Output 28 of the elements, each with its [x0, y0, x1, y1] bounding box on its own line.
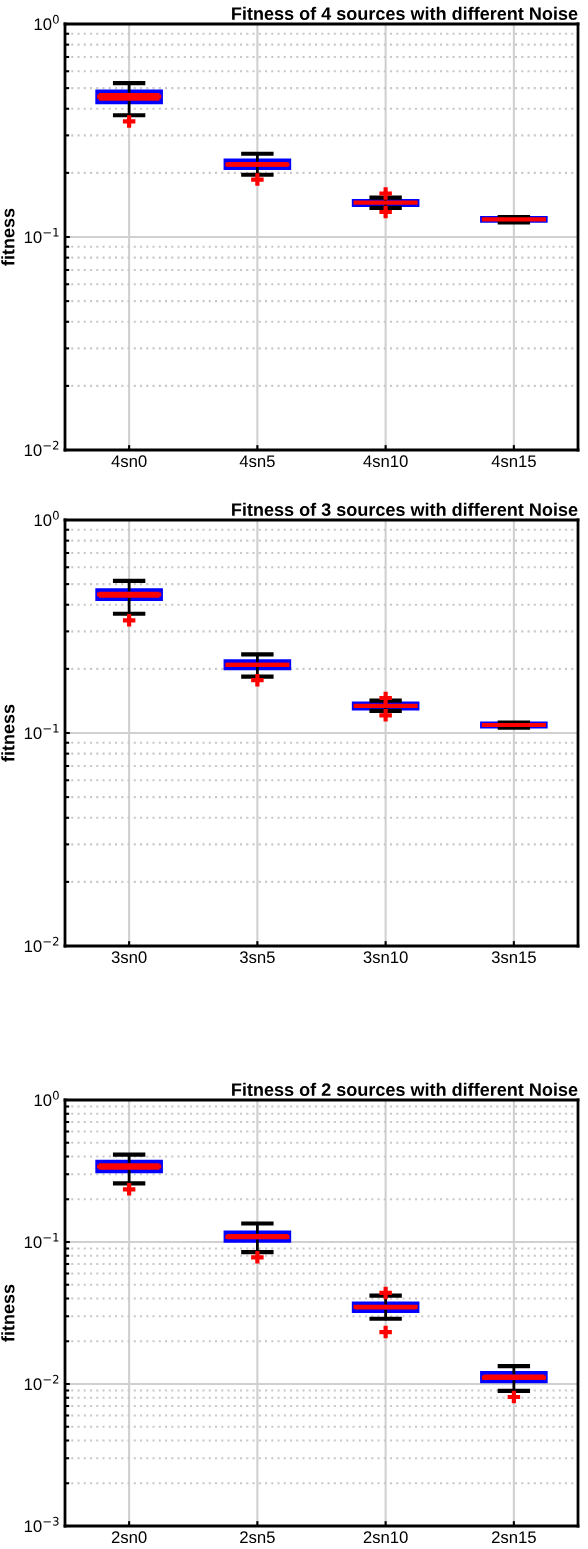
x-tick-label: 2sn10 [363, 1531, 408, 1544]
y-tick-label: 10$^{0}$ [34, 510, 59, 527]
x-tick-label: 2sn15 [492, 1531, 536, 1544]
x-tick-label: 3sn15 [491, 951, 536, 964]
y-tick-label: 10$^{0}$ [34, 1090, 59, 1107]
x-tick-label: 2sn0 [111, 1531, 147, 1544]
chart-title: Fitness of 3 sources with different Noise [232, 502, 578, 517]
x-tick-label: 4sn10 [363, 455, 408, 468]
x-tick-label: 2sn5 [240, 1531, 275, 1544]
chart-title: Fitness of 2 sources with different Noise [232, 1082, 578, 1097]
y-tick-label: 10$^{0}$ [34, 14, 59, 31]
x-tick-label: 3sn0 [111, 951, 147, 964]
chart-title: Fitness of 4 sources with different Noise [232, 6, 578, 21]
y-tick-label: 10$^{−3}$ [24, 1516, 59, 1533]
y-tick-label: 10$^{−2}$ [24, 1374, 59, 1391]
y-tick-label: 10$^{−1}$ [24, 228, 59, 244]
y-axis-title: fitness [1, 208, 15, 266]
y-tick-label: 10$^{−2}$ [24, 440, 59, 457]
x-tick-label: 3sn10 [363, 951, 408, 964]
y-axis-title: fitness [1, 704, 15, 762]
y-tick-label: 10$^{−1}$ [24, 724, 59, 740]
y-tick-label: 10$^{−2}$ [24, 936, 59, 953]
y-tick-label: 10$^{−1}$ [24, 1233, 59, 1249]
x-tick-label: 4sn0 [111, 455, 147, 468]
x-tick-label: 4sn5 [239, 455, 275, 468]
x-tick-label: 3sn5 [239, 951, 275, 964]
x-tick-label: 4sn15 [491, 455, 536, 468]
y-axis-title: fitness [1, 1284, 15, 1342]
